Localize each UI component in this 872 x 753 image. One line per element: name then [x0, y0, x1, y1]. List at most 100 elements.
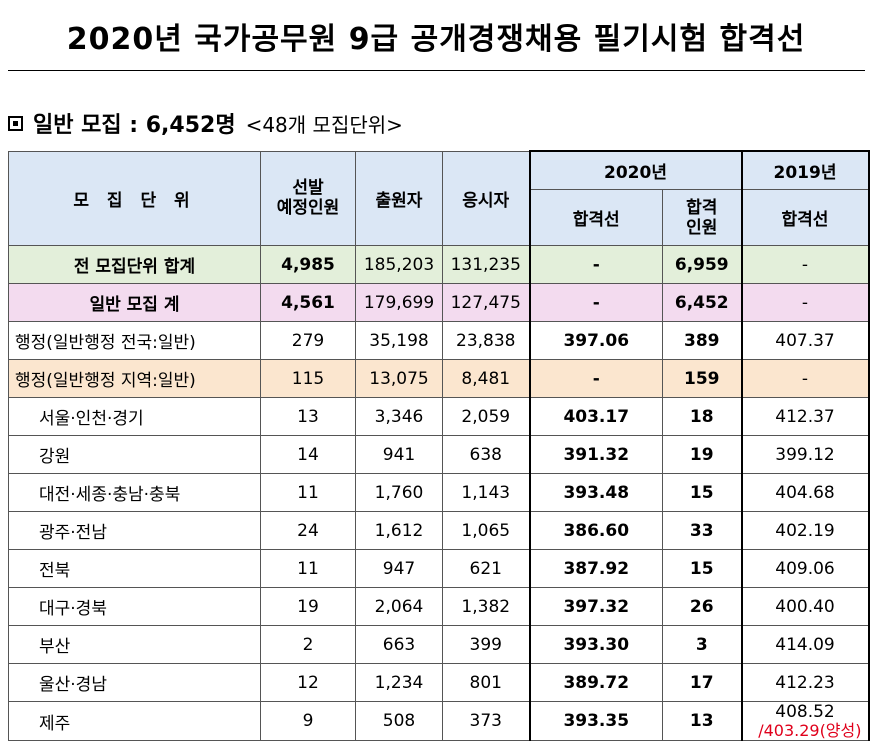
header-cutoff-2020: 합격선: [528, 189, 663, 246]
cell-cutoff-2020: 397.32: [528, 587, 663, 626]
section-heading: 일반 모집 : 6,452명 <48개 모집단위>: [8, 107, 403, 139]
cell-passed-2020: 13: [662, 701, 743, 741]
table-row: 서울·인천·경기 13 3,346 2,059 403.17 18 412.37: [8, 397, 870, 436]
cell-cutoff-2019: -: [741, 283, 870, 322]
header-year-2019: 2019년: [741, 150, 870, 190]
cell-examinees: 8,481: [442, 359, 530, 398]
cell-applicants: 947: [355, 549, 443, 588]
table-row: 대구·경북 19 2,064 1,382 397.32 26 400.40: [8, 587, 870, 626]
cell-applicants: 13,075: [355, 359, 443, 398]
cell-cutoff-2020: -: [528, 245, 663, 284]
cell-examinees: 1,382: [442, 587, 530, 626]
title-divider: [8, 70, 865, 71]
table-row: 행정(일반행정 지역:일반) 115 13,075 8,481-159-: [8, 359, 870, 398]
cell-passed-2020: 15: [662, 549, 743, 588]
cell-planned: 4,561: [260, 283, 356, 322]
table-row: 강원 14 941 638 391.32 19 399.12: [8, 435, 870, 474]
cell-passed-2020: 15: [662, 473, 743, 512]
cell-planned: 13: [260, 397, 356, 436]
cell-applicants: 508: [355, 701, 443, 741]
cell-cutoff-2020: 393.30: [528, 625, 663, 664]
cell-applicants: 941: [355, 435, 443, 474]
cell-planned: 14: [260, 435, 356, 474]
cell-examinees: 2,059: [442, 397, 530, 436]
cell-planned: 24: [260, 511, 356, 550]
cell-cutoff-2020: -: [528, 283, 663, 322]
cell-passed-2020: 19: [662, 435, 743, 474]
cell-cutoff-2020: 391.32: [528, 435, 663, 474]
cell-cutoff-2020: -: [528, 359, 663, 398]
cell-unit: 제주: [8, 701, 261, 741]
table-row: 전북 11 947 621 387.92 15 409.06: [8, 549, 870, 588]
cell-applicants: 179,699: [355, 283, 443, 322]
cell-applicants: 185,203: [355, 245, 443, 284]
header-examinees: 응시자: [442, 150, 530, 246]
cell-cutoff-2019: 400.40: [741, 587, 870, 626]
cell-examinees: 399: [442, 625, 530, 664]
header-planned: 선발 예정인원: [260, 150, 356, 246]
table-row: 대전·세종·충남·충북 11 1,760 1,143 393.48 15 404.68: [8, 473, 870, 512]
cell-planned: 12: [260, 663, 356, 702]
cell-cutoff-2019: -: [741, 359, 870, 398]
cell-planned: 11: [260, 473, 356, 512]
table-body: 전 모집단위 합계 4,985 185,203 131,235-6,959- 일반 모집…: [8, 245, 870, 741]
header-passed-label: 합격 인원: [686, 197, 718, 238]
cell-examinees: 131,235: [442, 245, 530, 284]
cell-unit: 서울·인천·경기: [8, 397, 261, 436]
header-year-2020: 2020년: [528, 150, 743, 190]
cell-unit: 행정(일반행정 지역:일반): [8, 359, 261, 398]
header-planned-label: 선발 예정인원: [276, 178, 340, 219]
cell-cutoff-2020: 387.92: [528, 549, 663, 588]
table-row: 전 모집단위 합계 4,985 185,203 131,235-6,959-: [8, 245, 870, 284]
table-row: 제주 9 508 373 393.35 13 408.52/403.29(양성): [8, 701, 870, 741]
cell-planned: 9: [260, 701, 356, 741]
cell-applicants: 1,760: [355, 473, 443, 512]
table-row: 울산·경남 12 1,234 801 389.72 17 412.23: [8, 663, 870, 702]
cell-cutoff-2020: 397.06: [528, 321, 663, 360]
cell-planned: 115: [260, 359, 356, 398]
cell-cutoff-2020: 393.35: [528, 701, 663, 741]
cell-applicants: 1,234: [355, 663, 443, 702]
cell-applicants: 663: [355, 625, 443, 664]
header-unit: 모 집 단 위: [8, 150, 261, 246]
cell-examinees: 127,475: [442, 283, 530, 322]
cell-planned: 279: [260, 321, 356, 360]
cell-applicants: 2,064: [355, 587, 443, 626]
cell-unit: 강원: [8, 435, 261, 474]
cell-unit: 울산·경남: [8, 663, 261, 702]
cell-unit: 행정(일반행정 전국:일반): [8, 321, 261, 360]
cell-cutoff-2019: 409.06: [741, 549, 870, 588]
cell-applicants: 3,346: [355, 397, 443, 436]
cell-planned: 11: [260, 549, 356, 588]
cell-cutoff-2019: 412.23: [741, 663, 870, 702]
section-subtitle: <48개 모집단위>: [245, 113, 403, 137]
cell-cutoff-2019: 408.52/403.29(양성): [741, 701, 870, 741]
cell-passed-2020: 159: [662, 359, 743, 398]
table-row: 일반 모집 계 4,561 179,699 127,475-6,452-: [8, 283, 870, 322]
cell-cutoff-2019: 399.12: [741, 435, 870, 474]
cell-cutoff-2019: -: [741, 245, 870, 284]
table-row: 부산 2 663 399 393.30 3 414.09: [8, 625, 870, 664]
cell-cutoff-2019: 407.37: [741, 321, 870, 360]
table-row: 행정(일반행정 전국:일반) 279 35,198 23,838 397.06 389 40…: [8, 321, 870, 360]
cell-cutoff-2019: 402.19: [741, 511, 870, 550]
square-bullet-icon: [8, 116, 23, 131]
cutoff-2019-value: 408.52: [775, 702, 835, 723]
cell-passed-2020: 6,452: [662, 283, 743, 322]
cell-planned: 4,985: [260, 245, 356, 284]
cell-applicants: 35,198: [355, 321, 443, 360]
cell-passed-2020: 33: [662, 511, 743, 550]
cell-cutoff-2020: 386.60: [528, 511, 663, 550]
cell-examinees: 801: [442, 663, 530, 702]
header-applicants: 출원자: [355, 150, 443, 246]
cell-examinees: 1,065: [442, 511, 530, 550]
cutoff-table: 모 집 단 위 선발 예정인원 출원자 응시자 2020년 2019년 합격선 …: [8, 150, 870, 741]
cell-cutoff-2019: 412.37: [741, 397, 870, 436]
cell-passed-2020: 18: [662, 397, 743, 436]
document-title: 2020년 국가공무원 9급 공개경쟁채용 필기시험 합격선: [66, 22, 806, 57]
cutoff-2019-note: /403.29(양성): [758, 721, 862, 740]
cell-unit: 전 모집단위 합계: [8, 245, 261, 284]
cell-applicants: 1,612: [355, 511, 443, 550]
cell-unit: 전북: [8, 549, 261, 588]
cell-cutoff-2019: 404.68: [741, 473, 870, 512]
